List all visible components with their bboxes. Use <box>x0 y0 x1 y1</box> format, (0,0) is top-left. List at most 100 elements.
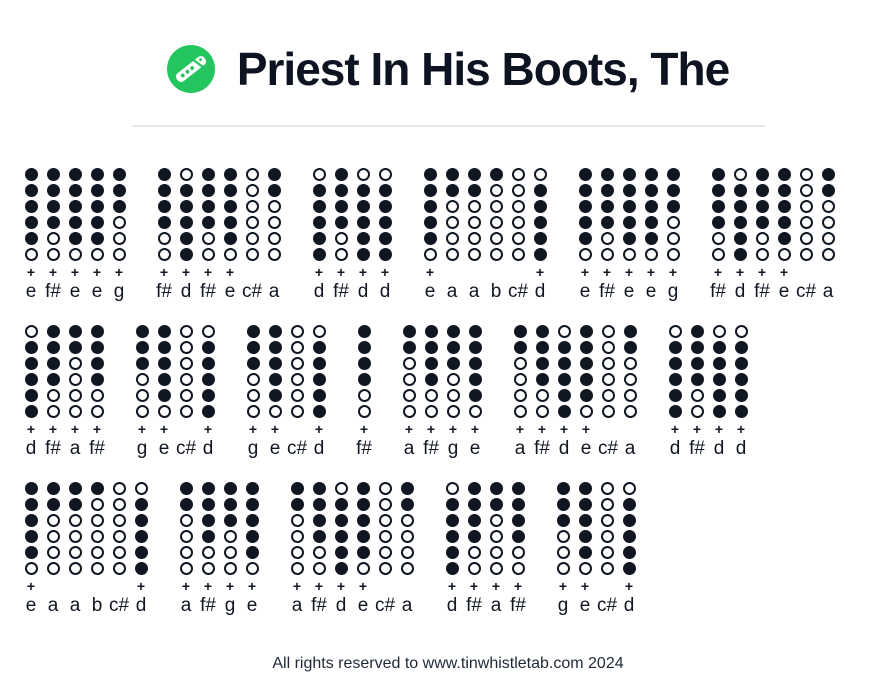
note-column: + g <box>556 481 570 617</box>
closed-hole-dot <box>712 340 726 354</box>
note-column: + d <box>179 167 193 303</box>
note-label: d <box>313 437 325 459</box>
closed-hole-dot <box>290 497 304 511</box>
open-hole-dot <box>68 388 82 402</box>
tinwhistletab-page: Priest In His Boots, The + e + f# + e + e + g + f# +… <box>24 44 835 672</box>
note-label: a <box>514 437 526 459</box>
open-hole-dot <box>179 372 193 386</box>
note-group: + f# <box>356 324 372 460</box>
octave-plus-mark: + <box>336 577 346 594</box>
closed-hole-dot <box>223 183 237 197</box>
closed-hole-dot <box>424 356 438 370</box>
closed-hole-dot <box>445 529 459 543</box>
closed-hole-dot <box>112 183 126 197</box>
closed-hole-dot <box>423 215 437 229</box>
closed-hole-dot <box>246 340 260 354</box>
closed-hole-dot <box>535 340 549 354</box>
closed-hole-dot <box>356 247 370 261</box>
note-label: f# <box>333 280 349 302</box>
open-hole-dot <box>68 247 82 261</box>
octave-plus-mark: + <box>136 577 146 594</box>
closed-hole-dot <box>468 324 482 338</box>
open-hole-dot <box>179 388 193 402</box>
closed-hole-dot <box>755 215 769 229</box>
closed-hole-dot <box>467 183 481 197</box>
footer-copyright: All rights reserved to www.tinwhistletab… <box>272 654 624 672</box>
open-hole-dot <box>666 231 680 245</box>
closed-hole-dot <box>312 183 326 197</box>
open-hole-dot <box>489 545 503 559</box>
octave-plus-mark: + <box>270 420 280 437</box>
closed-hole-dot <box>578 481 592 495</box>
open-hole-dot <box>90 529 104 543</box>
note-column: + d <box>378 167 392 303</box>
open-hole-dot <box>489 247 503 261</box>
octave-plus-mark: + <box>491 577 501 594</box>
closed-hole-dot <box>578 167 592 181</box>
closed-hole-dot <box>511 481 525 495</box>
open-hole-dot <box>135 388 149 402</box>
open-hole-dot <box>535 404 549 418</box>
open-hole-dot <box>201 545 215 559</box>
note-column: a <box>68 481 82 617</box>
closed-hole-dot <box>690 324 704 338</box>
open-hole-dot <box>90 513 104 527</box>
open-hole-dot <box>511 561 525 575</box>
closed-hole-dot <box>445 513 459 527</box>
open-hole-dot <box>179 545 193 559</box>
closed-hole-dot <box>556 513 570 527</box>
octave-plus-mark: + <box>558 577 568 594</box>
open-hole-dot <box>290 356 304 370</box>
open-hole-dot <box>378 545 392 559</box>
octave-plus-mark: + <box>380 263 390 280</box>
open-hole-dot <box>179 404 193 418</box>
note-column: + d <box>733 167 747 303</box>
closed-hole-dot <box>533 199 547 213</box>
open-hole-dot <box>467 247 481 261</box>
note-label: e <box>469 437 481 459</box>
octave-plus-mark: + <box>247 577 257 594</box>
note-label: a <box>446 280 458 302</box>
open-hole-dot <box>623 372 637 386</box>
octave-plus-mark: + <box>535 263 545 280</box>
closed-hole-dot <box>46 340 60 354</box>
open-hole-dot <box>112 215 126 229</box>
note-label: a <box>624 437 636 459</box>
closed-hole-dot <box>24 167 38 181</box>
open-hole-dot <box>513 356 527 370</box>
octave-plus-mark: + <box>580 263 590 280</box>
open-hole-dot <box>179 324 193 338</box>
closed-hole-dot <box>777 167 791 181</box>
closed-hole-dot <box>268 372 282 386</box>
note-column: + f# <box>333 167 349 303</box>
closed-hole-dot <box>90 183 104 197</box>
octave-plus-mark: + <box>757 263 767 280</box>
note-column: + d <box>356 167 370 303</box>
open-hole-dot <box>533 167 547 181</box>
open-hole-dot <box>246 404 260 418</box>
octave-plus-mark: + <box>26 263 36 280</box>
closed-hole-dot <box>201 167 215 181</box>
closed-hole-dot <box>24 497 38 511</box>
open-hole-dot <box>712 324 726 338</box>
note-column: + g <box>446 324 460 460</box>
closed-hole-dot <box>268 388 282 402</box>
closed-hole-dot <box>356 497 370 511</box>
note-column: a <box>821 167 835 303</box>
closed-hole-dot <box>157 215 171 229</box>
open-hole-dot <box>245 167 259 181</box>
closed-hole-dot <box>644 183 658 197</box>
open-hole-dot <box>644 247 658 261</box>
closed-hole-dot <box>223 231 237 245</box>
note-label: f# <box>356 437 372 459</box>
note-column: + e <box>356 481 370 617</box>
note-label: e <box>645 280 657 302</box>
closed-hole-dot <box>446 324 460 338</box>
closed-hole-dot <box>245 545 259 559</box>
note-column: + f# <box>423 324 439 460</box>
open-hole-dot <box>623 356 637 370</box>
closed-hole-dot <box>734 404 748 418</box>
open-hole-dot <box>46 529 60 543</box>
closed-hole-dot <box>179 481 193 495</box>
closed-hole-dot <box>157 372 171 386</box>
